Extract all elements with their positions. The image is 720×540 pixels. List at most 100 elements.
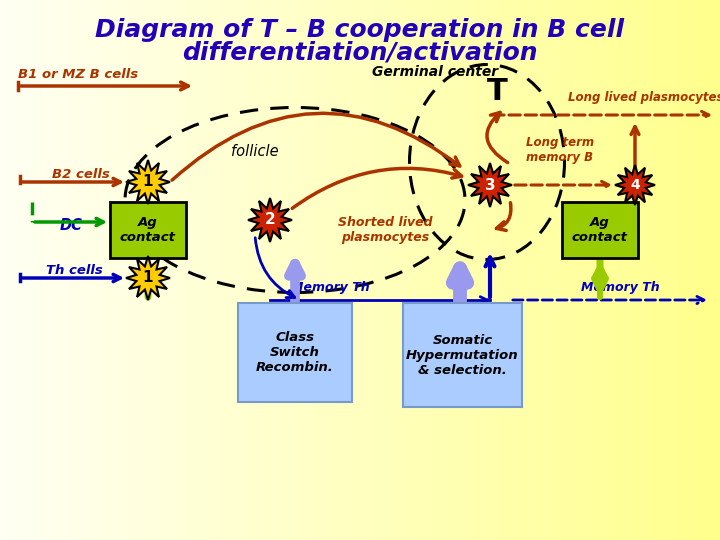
Bar	[194, 0, 202, 540]
Bar	[634, 0, 641, 540]
Bar	[173, 0, 180, 540]
Text: Germinal center: Germinal center	[372, 65, 498, 79]
Text: Th cells: Th cells	[46, 264, 103, 276]
Bar	[713, 0, 720, 540]
Text: Memory Th: Memory Th	[581, 281, 660, 294]
Bar	[511, 0, 518, 540]
Text: Long lived plasmocytes: Long lived plasmocytes	[568, 91, 720, 105]
Bar	[562, 0, 569, 540]
Bar	[662, 0, 670, 540]
Text: differentiation/activation: differentiation/activation	[182, 40, 538, 64]
Bar	[590, 0, 598, 540]
Bar	[569, 0, 576, 540]
Text: 1: 1	[143, 174, 153, 190]
Bar	[50, 0, 58, 540]
Bar	[540, 0, 547, 540]
Bar	[504, 0, 511, 540]
Bar	[317, 0, 324, 540]
Bar	[432, 0, 439, 540]
FancyArrowPatch shape	[487, 112, 508, 163]
Text: Shorted lived
plasmocytes: Shorted lived plasmocytes	[338, 216, 432, 244]
Bar	[490, 0, 497, 540]
Polygon shape	[126, 160, 170, 204]
Bar	[403, 0, 410, 540]
Bar	[94, 0, 101, 540]
Text: 2: 2	[265, 213, 275, 227]
Bar	[706, 0, 713, 540]
FancyArrowPatch shape	[497, 202, 511, 231]
Bar	[374, 0, 382, 540]
Bar	[475, 0, 482, 540]
Bar	[598, 0, 605, 540]
Polygon shape	[468, 163, 512, 207]
Bar	[209, 0, 216, 540]
Bar	[151, 0, 158, 540]
Bar	[439, 0, 446, 540]
FancyBboxPatch shape	[238, 303, 352, 402]
Bar	[216, 0, 223, 540]
Polygon shape	[615, 165, 655, 205]
Bar	[418, 0, 425, 540]
Bar	[274, 0, 281, 540]
Bar	[626, 0, 634, 540]
Bar	[612, 0, 619, 540]
Text: Class
Switch
Recombin.: Class Switch Recombin.	[256, 331, 334, 374]
FancyArrowPatch shape	[292, 168, 462, 208]
Bar	[410, 0, 418, 540]
Bar	[122, 0, 130, 540]
Bar	[29, 0, 36, 540]
Bar	[230, 0, 238, 540]
Text: Ag
contact: Ag contact	[120, 216, 176, 244]
Bar	[166, 0, 173, 540]
Bar	[353, 0, 360, 540]
Text: B2 cells: B2 cells	[52, 167, 109, 180]
Bar	[130, 0, 137, 540]
Bar	[158, 0, 166, 540]
Text: Long term
memory B: Long term memory B	[526, 136, 594, 164]
Bar	[245, 0, 252, 540]
Bar	[144, 0, 151, 540]
Bar	[670, 0, 677, 540]
Bar	[605, 0, 612, 540]
Text: Ag
contact: Ag contact	[572, 216, 628, 244]
Bar	[302, 0, 310, 540]
Bar	[43, 0, 50, 540]
Bar	[266, 0, 274, 540]
Text: 4: 4	[630, 178, 640, 192]
Bar	[446, 0, 454, 540]
Bar	[202, 0, 209, 540]
Bar	[382, 0, 389, 540]
Bar	[619, 0, 626, 540]
Bar	[468, 0, 475, 540]
Bar	[396, 0, 403, 540]
Bar	[684, 0, 691, 540]
FancyArrowPatch shape	[255, 238, 294, 298]
Polygon shape	[248, 198, 292, 242]
Bar	[331, 0, 338, 540]
FancyArrowPatch shape	[172, 113, 459, 180]
Bar	[648, 0, 655, 540]
Bar	[7, 0, 14, 540]
Bar	[0, 0, 7, 540]
FancyBboxPatch shape	[110, 202, 186, 258]
Polygon shape	[126, 256, 170, 300]
Bar	[137, 0, 144, 540]
Bar	[79, 0, 86, 540]
Text: T: T	[487, 78, 508, 106]
Bar	[187, 0, 194, 540]
Bar	[324, 0, 331, 540]
Bar	[338, 0, 346, 540]
Bar	[691, 0, 698, 540]
Bar	[389, 0, 396, 540]
Text: Memory Th: Memory Th	[291, 281, 369, 294]
Bar	[108, 0, 115, 540]
Text: B1 or MZ B cells: B1 or MZ B cells	[18, 69, 138, 82]
Bar	[497, 0, 504, 540]
Bar	[533, 0, 540, 540]
Bar	[58, 0, 65, 540]
Bar	[576, 0, 583, 540]
Bar	[526, 0, 533, 540]
Bar	[583, 0, 590, 540]
Bar	[482, 0, 490, 540]
Text: DC: DC	[60, 218, 83, 233]
